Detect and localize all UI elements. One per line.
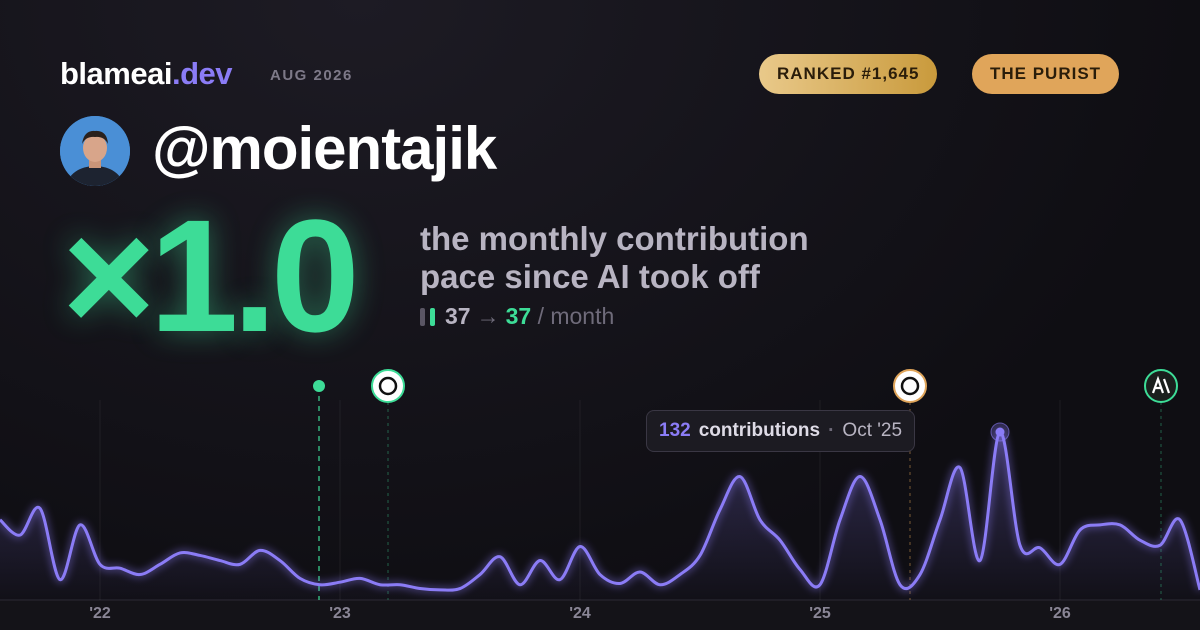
- description-line: the monthly contribution: [420, 220, 809, 257]
- brand-name: blameai: [60, 56, 172, 91]
- highlight-point: [995, 427, 1005, 437]
- multiplier: ×1.0: [62, 186, 360, 365]
- event-icon: [893, 369, 927, 403]
- x-tick-label: '25: [809, 605, 831, 622]
- avatar: [60, 116, 130, 186]
- events: [313, 369, 1178, 600]
- brand: blameai.dev: [60, 56, 232, 92]
- avatar-image: [60, 116, 130, 186]
- arrow: →: [476, 303, 500, 329]
- after-value: 37: [505, 303, 532, 329]
- brand-suffix: .dev: [171, 56, 233, 91]
- x-tick-label: '22: [89, 605, 111, 622]
- event-icon-glyph: [378, 376, 398, 396]
- rank-badge: RANKED #1,645: [759, 54, 938, 94]
- area: [0, 431, 1200, 600]
- description: the monthly contribution pace since AI t…: [420, 220, 809, 296]
- tooltip-value: 132: [659, 420, 691, 441]
- before-value: 37: [445, 303, 471, 329]
- axis-band: [0, 600, 1200, 630]
- before-icon: [420, 308, 425, 326]
- x-tick-label: '26: [1049, 605, 1071, 622]
- x-tick-label: '24: [569, 605, 591, 622]
- description-line: pace since AI took off: [420, 258, 760, 295]
- event-icon-glyph: [1151, 375, 1171, 394]
- persona-badge: THE PURIST: [972, 54, 1120, 94]
- tooltip-month: Oct '25: [842, 420, 903, 441]
- handle: @moientajik: [152, 115, 497, 182]
- after-icon: [430, 308, 435, 326]
- unit: / month: [537, 303, 615, 329]
- x-tick-label: '23: [329, 605, 351, 622]
- event-icon: [371, 369, 405, 403]
- event-dot: [313, 380, 325, 392]
- tooltip-label: contributions: [698, 420, 821, 441]
- tooltip: 132 contributions · Oct '25: [646, 410, 916, 452]
- month: AUG 2026: [270, 67, 353, 84]
- chart: '22 '23 '24 '25 '26: [0, 369, 1200, 630]
- pace: 37 → 37 / month: [420, 303, 614, 330]
- event-icon-glyph: [900, 376, 920, 396]
- tooltip-separator: ·: [828, 420, 835, 441]
